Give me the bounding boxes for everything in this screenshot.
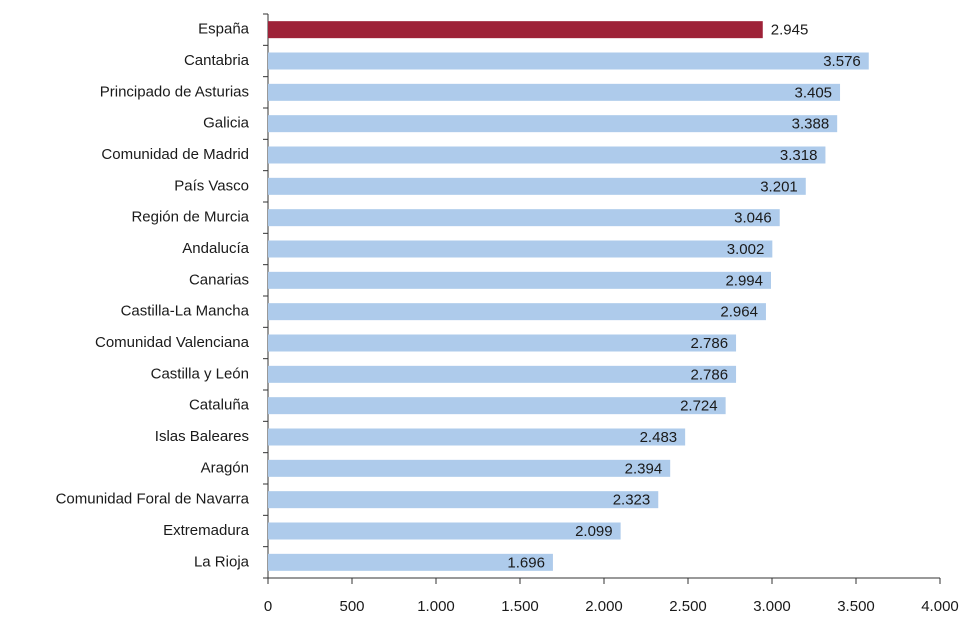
y-tick-label: Principado de Asturias bbox=[100, 83, 249, 100]
y-tick-label: Castilla y León bbox=[151, 365, 249, 382]
bar bbox=[268, 52, 869, 70]
value-label: 2.724 bbox=[680, 398, 718, 415]
value-label: 2.099 bbox=[575, 523, 613, 540]
bar bbox=[268, 83, 841, 101]
x-tick-label: 2.000 bbox=[585, 598, 623, 615]
value-label: 2.945 bbox=[771, 22, 809, 39]
value-label: 2.786 bbox=[691, 366, 729, 383]
bar bbox=[268, 553, 553, 571]
bar bbox=[268, 365, 737, 383]
value-label: 2.394 bbox=[625, 460, 663, 477]
y-tick-label: País Vasco bbox=[174, 177, 249, 194]
y-tick-label: Cataluña bbox=[189, 397, 250, 414]
y-tick-label: Islas Baleares bbox=[155, 428, 249, 445]
bar bbox=[268, 303, 766, 321]
x-tick-label: 0 bbox=[264, 598, 272, 615]
y-tick-label: La Rioja bbox=[194, 553, 250, 570]
bar bbox=[268, 115, 838, 133]
y-tick-label: Cantabria bbox=[184, 52, 250, 69]
y-tick-label: Comunidad Foral de Navarra bbox=[56, 491, 250, 508]
value-label: 2.964 bbox=[720, 304, 758, 321]
bar bbox=[268, 334, 737, 352]
value-label: 2.483 bbox=[640, 429, 678, 446]
value-label: 3.318 bbox=[780, 147, 818, 164]
x-tick-label: 1.500 bbox=[501, 598, 539, 615]
bar bbox=[268, 177, 806, 195]
bar bbox=[268, 21, 763, 39]
bar bbox=[268, 428, 686, 446]
bar bbox=[268, 522, 621, 540]
y-tick-label: Canarias bbox=[189, 271, 249, 288]
value-label: 2.994 bbox=[725, 272, 763, 289]
x-tick-label: 2.500 bbox=[669, 598, 707, 615]
value-label: 3.388 bbox=[792, 116, 830, 133]
y-tick-label: Región de Murcia bbox=[131, 209, 249, 226]
value-label: 3.002 bbox=[727, 241, 765, 258]
value-label: 3.576 bbox=[823, 53, 861, 70]
y-tick-label: Comunidad de Madrid bbox=[101, 146, 249, 163]
value-label: 3.405 bbox=[794, 84, 832, 101]
y-tick-label: Castilla-La Mancha bbox=[121, 303, 250, 320]
bar bbox=[268, 271, 771, 289]
bar bbox=[268, 146, 826, 164]
bar bbox=[268, 397, 726, 415]
x-tick-label: 3.000 bbox=[753, 598, 791, 615]
value-label: 1.696 bbox=[507, 554, 545, 571]
y-tick-label: Comunidad Valenciana bbox=[95, 334, 250, 351]
y-tick-label: Andalucía bbox=[182, 240, 249, 257]
y-tick-label: Extremadura bbox=[163, 522, 250, 539]
x-tick-label: 4.000 bbox=[921, 598, 959, 615]
bar bbox=[268, 209, 780, 227]
y-tick-label: Galicia bbox=[203, 115, 250, 132]
bar bbox=[268, 459, 671, 477]
y-tick-label: Aragón bbox=[201, 459, 249, 476]
value-label: 3.046 bbox=[734, 210, 772, 227]
bar bbox=[268, 240, 773, 258]
value-label: 2.323 bbox=[613, 492, 651, 509]
x-tick-label: 500 bbox=[339, 598, 364, 615]
bar bbox=[268, 491, 659, 509]
value-label: 2.786 bbox=[691, 335, 729, 352]
value-label: 3.201 bbox=[760, 178, 798, 195]
x-tick-label: 1.000 bbox=[417, 598, 455, 615]
y-tick-label: España bbox=[198, 21, 250, 38]
x-tick-label: 3.500 bbox=[837, 598, 875, 615]
